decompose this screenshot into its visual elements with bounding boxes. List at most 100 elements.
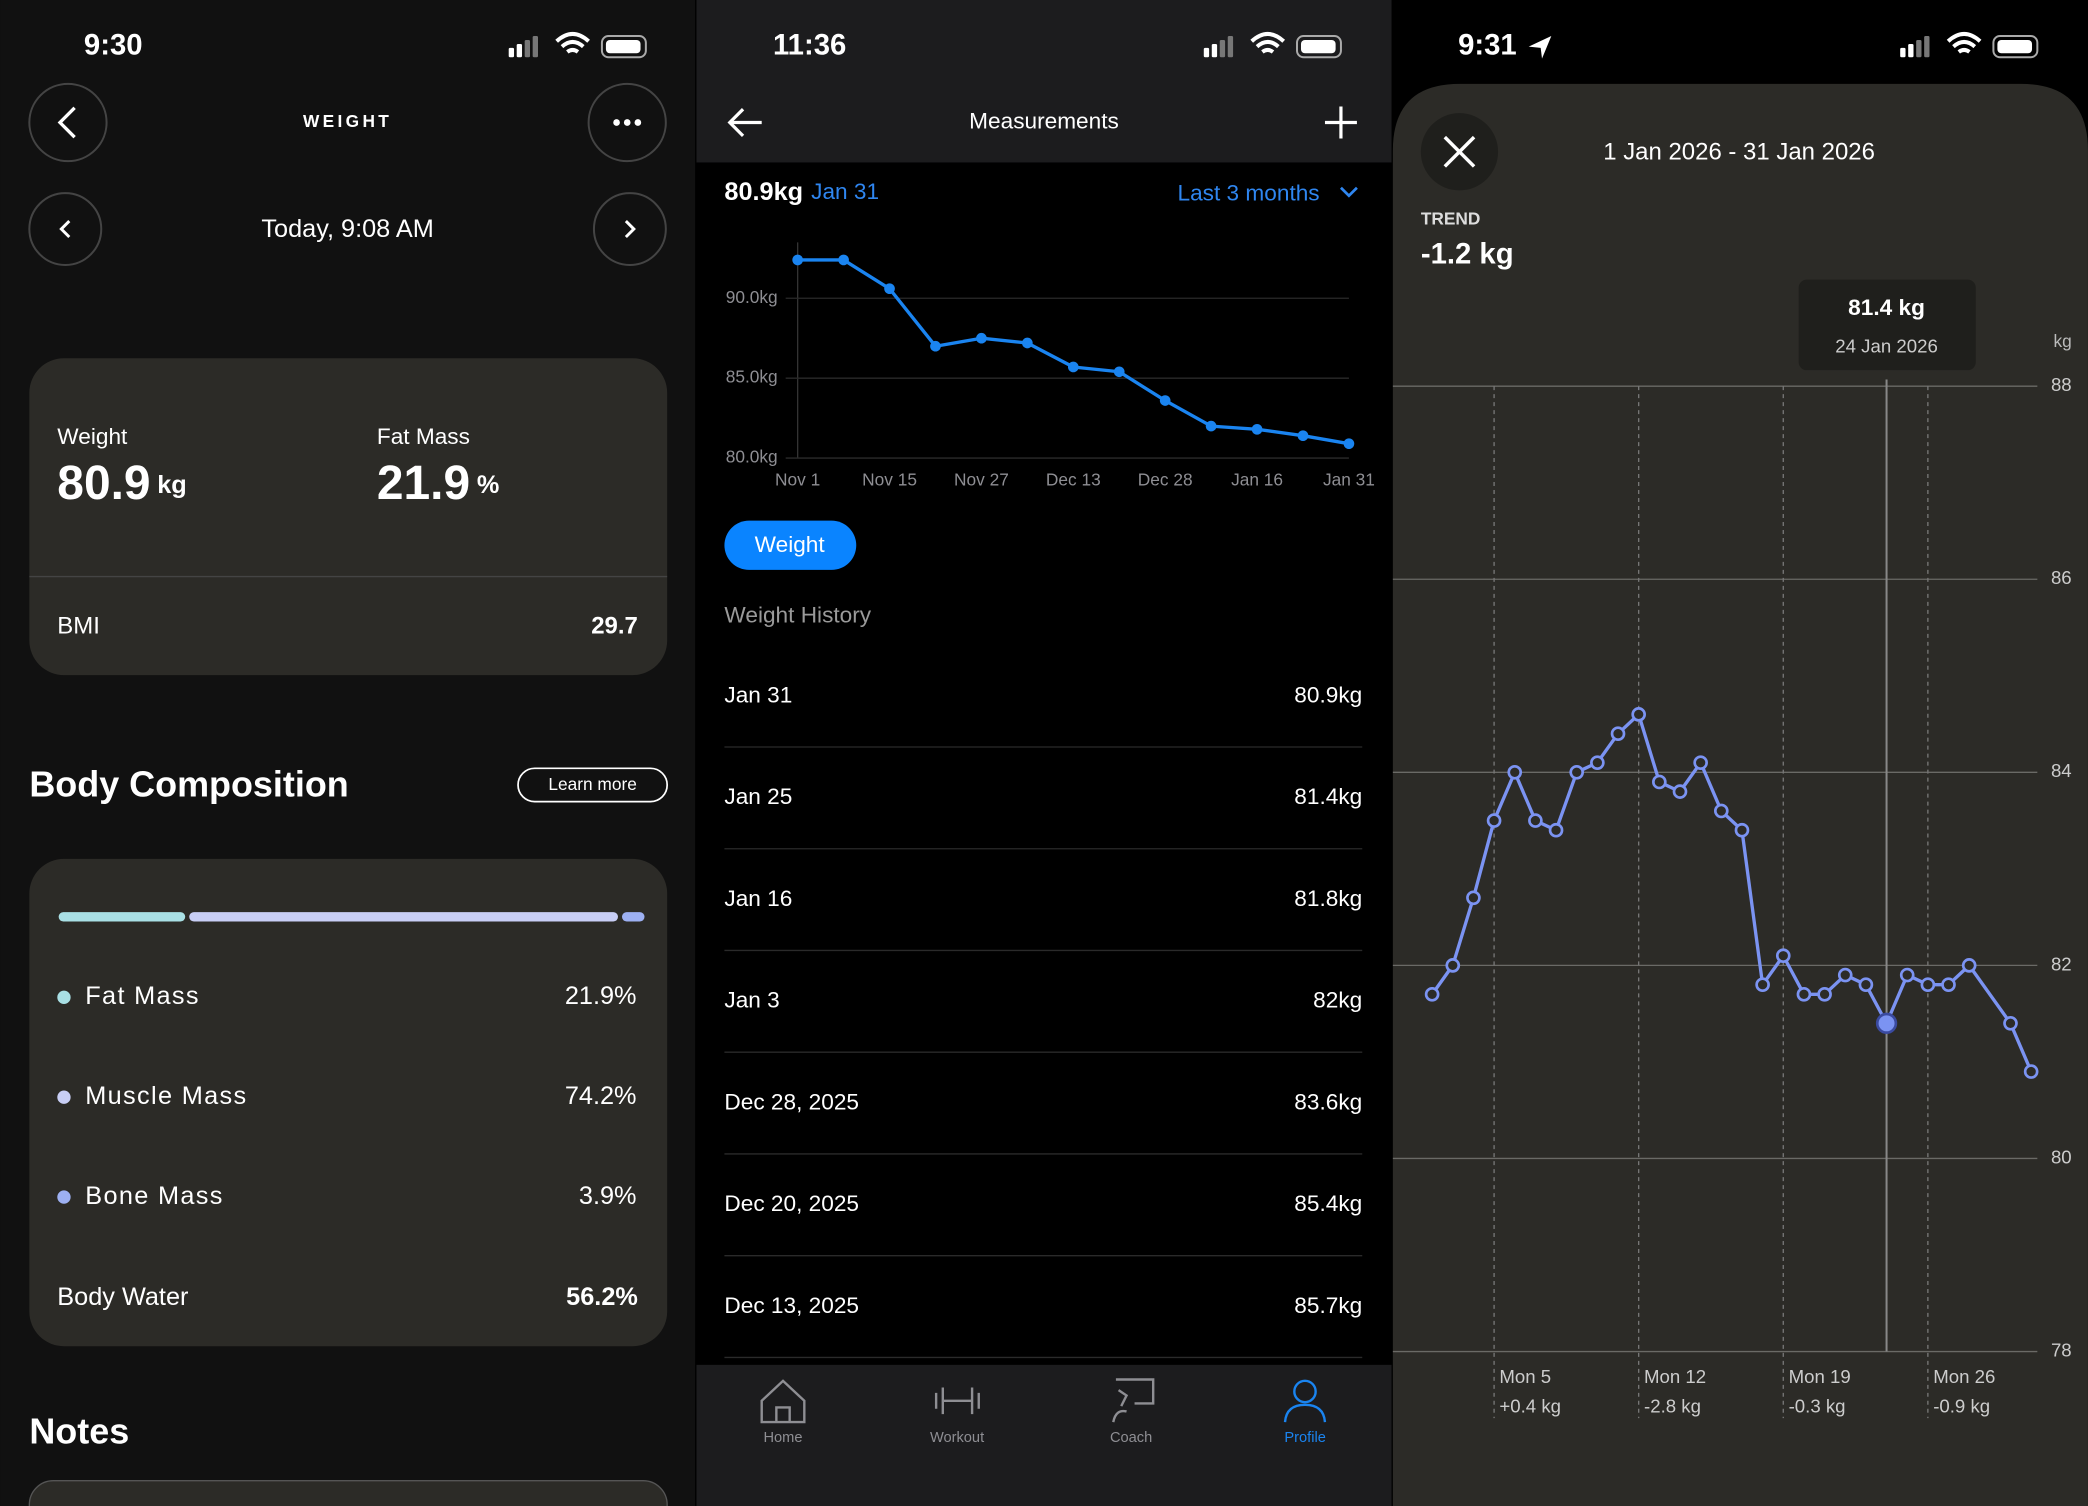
- point: [1466, 890, 1481, 906]
- more-icon: [613, 119, 642, 126]
- legend-dot: [57, 1090, 71, 1104]
- tab-bar: [696, 1364, 1392, 1506]
- next-button[interactable]: [592, 192, 667, 266]
- location-icon: [1528, 35, 1552, 59]
- point: [1159, 395, 1171, 406]
- notes-field[interactable]: [28, 1480, 668, 1506]
- range-selector[interactable]: Last 3 months: [1178, 180, 1320, 205]
- point: [1652, 774, 1667, 790]
- point: [1610, 726, 1626, 742]
- tabs: Home Workout Coach Profile: [764, 1430, 1326, 1446]
- point: [1693, 755, 1708, 770]
- prev-button[interactable]: [28, 192, 103, 266]
- add-button[interactable]: [1324, 106, 1357, 139]
- y-tick-label: 80.0kg: [726, 447, 778, 467]
- x-tick-label: Jan 16: [1231, 469, 1283, 489]
- composition-value: 3.9%: [579, 1182, 637, 1210]
- point: [1672, 784, 1688, 799]
- point: [1734, 822, 1750, 838]
- y-tick-label: 85.0kg: [726, 367, 778, 387]
- series-chip[interactable]: [724, 520, 857, 570]
- point: [1590, 755, 1605, 770]
- x-tick-label: Mon 12: [1644, 1366, 1706, 1387]
- close-icon: [1443, 135, 1476, 168]
- point: [1961, 958, 1977, 973]
- composition-segment: [189, 912, 618, 922]
- point: [976, 332, 987, 344]
- point: [1022, 337, 1033, 349]
- tab-label[interactable]: Coach: [1110, 1430, 1152, 1446]
- history-value: 81.4kg: [1294, 784, 1362, 809]
- point: [1775, 948, 1791, 964]
- point: [1507, 764, 1523, 780]
- history-date: Jan 16: [724, 886, 792, 911]
- history-date: Dec 13, 2025: [724, 1293, 859, 1318]
- history-value: 82kg: [1313, 988, 1362, 1013]
- prev-icon: [59, 220, 71, 239]
- history-date: Jan 25: [724, 784, 792, 809]
- composition-segment: [621, 912, 645, 922]
- trend-label: TREND: [1421, 208, 1481, 228]
- composition-label: Bone Mass: [85, 1182, 223, 1210]
- composition-list: Fat Mass 21.9% Muscle Mass 74.2% Bone Mass 3.…: [57, 912, 645, 1210]
- composition-value: 21.9%: [565, 982, 637, 1010]
- history-value: 85.4kg: [1294, 1191, 1362, 1216]
- point: [1113, 366, 1125, 378]
- history-date: Jan 3: [724, 988, 779, 1013]
- history-value: 80.9kg: [1294, 682, 1362, 707]
- more-button[interactable]: [587, 82, 667, 163]
- weight-chart: 80.0kg 85.0kg 90.0kg Nov 1 Nov 15 Nov 27 Dec 1…: [726, 242, 1375, 489]
- tab-label[interactable]: Home: [764, 1430, 803, 1446]
- status-time: 11:36: [773, 28, 846, 61]
- tooltip-date: 24 Jan 2026: [1835, 335, 1938, 356]
- current: 80.9kg Jan 31: [724, 178, 879, 206]
- sheet: [1392, 83, 2088, 1506]
- point: [1548, 822, 1564, 838]
- section-title: Body Composition: [29, 763, 348, 804]
- point: [1796, 987, 1812, 1002]
- current-date: Jan 31: [811, 179, 879, 204]
- history-date: Dec 20, 2025: [724, 1191, 859, 1216]
- screen-title: WEIGHT: [303, 111, 392, 131]
- date-range: 1 Jan 2026 - 31 Jan 2026: [1603, 138, 1875, 165]
- water-value: 56.2%: [566, 1283, 638, 1311]
- composition-card: [29, 858, 668, 1347]
- history-date: Dec 28, 2025: [724, 1089, 859, 1114]
- learn-more-label: Learn more: [548, 774, 636, 794]
- point: [1920, 977, 1936, 993]
- tab-label[interactable]: Workout: [930, 1430, 984, 1446]
- back-button[interactable]: [28, 82, 108, 163]
- y-tick-label: 84: [2051, 760, 2072, 781]
- summary-card: [29, 358, 668, 676]
- history-date: Jan 31: [724, 682, 792, 707]
- point: [1424, 987, 1440, 1002]
- x-tick-label: Nov 1: [775, 469, 820, 489]
- metric-unit: kg: [157, 471, 187, 499]
- back-button[interactable]: [727, 108, 762, 137]
- x-tick-label: Mon 26: [1933, 1366, 1995, 1387]
- point: [1899, 967, 1915, 983]
- metric: 21.9%: [377, 457, 499, 510]
- y-tick-label: 82: [2051, 953, 2072, 974]
- water-label: Body Water: [57, 1283, 188, 1311]
- point: [1858, 977, 1874, 993]
- point: [2003, 1015, 2018, 1031]
- point: [1713, 803, 1729, 819]
- next-icon: [624, 220, 636, 239]
- point: [1631, 707, 1647, 722]
- bmi-label: BMI: [57, 612, 100, 639]
- composition-label: Fat Mass: [85, 982, 200, 1010]
- tab-label[interactable]: Profile: [1284, 1430, 1325, 1446]
- learn-more-button[interactable]: [517, 767, 669, 803]
- point: [1817, 987, 1832, 1002]
- x-tick-label: Nov 15: [862, 469, 917, 489]
- history-value: 81.8kg: [1294, 886, 1362, 911]
- point: [1755, 977, 1770, 993]
- screen-bg: [696, 0, 1392, 1506]
- point: [884, 283, 895, 295]
- history-list: Jan 31 80.9kg Jan 25 81.4kg Jan 16 81.8kg Jan …: [724, 682, 1362, 1359]
- point: [1067, 361, 1079, 373]
- current-value: 80.9kg: [724, 178, 803, 206]
- y-unit: kg: [2054, 331, 2072, 351]
